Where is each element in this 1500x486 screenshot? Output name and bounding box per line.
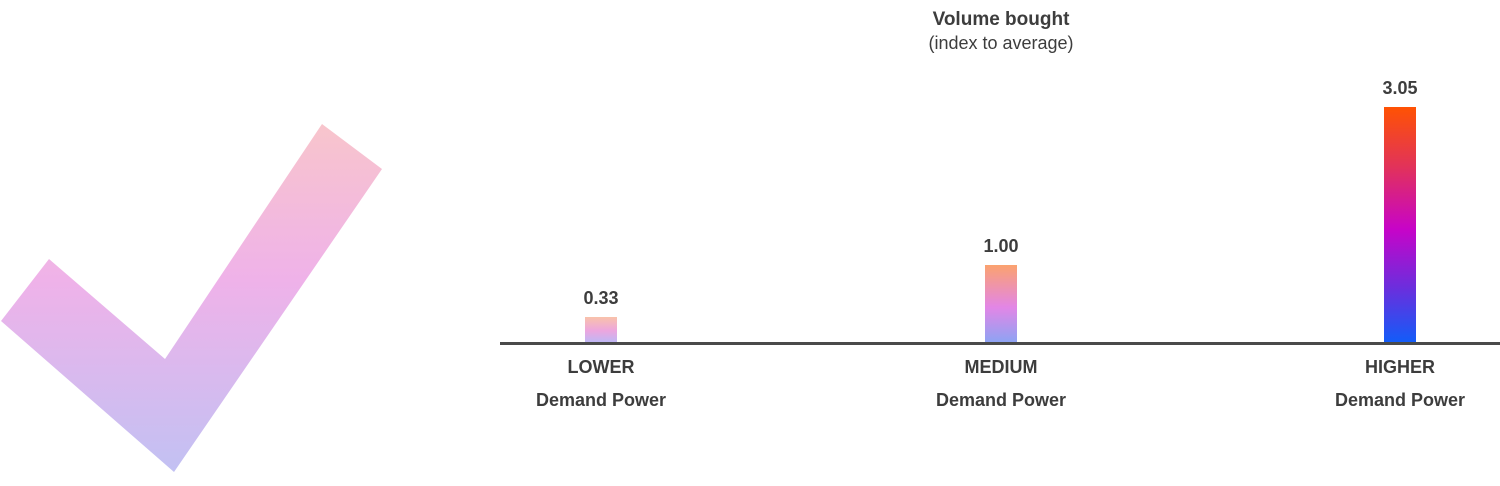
bar-category-label: MEDIUM xyxy=(964,357,1038,377)
bar-value-label: 1.00 xyxy=(983,236,1019,256)
checkmark-shape xyxy=(1,124,382,472)
bar-sublabel: Demand Power xyxy=(535,390,667,410)
chart-subtitle: (index to average) xyxy=(928,33,1074,53)
x-axis-line xyxy=(500,342,1500,345)
chart-title: Volume bought xyxy=(932,9,1070,30)
bar-category-label: LOWER xyxy=(567,357,635,377)
bar-value-label: 3.05 xyxy=(1382,78,1418,98)
bar-sublabel: Demand Power xyxy=(935,390,1067,410)
bar-sublabel: Demand Power xyxy=(1334,390,1466,410)
chart-title-block: Volume bought (index to average) xyxy=(851,8,1151,55)
checkmark-icon xyxy=(1,124,382,472)
bar xyxy=(1384,107,1416,342)
bar xyxy=(585,317,617,342)
bar xyxy=(985,265,1017,342)
bar-category-label: HIGHER xyxy=(1364,357,1435,377)
bar-value-label: 0.33 xyxy=(583,288,619,308)
